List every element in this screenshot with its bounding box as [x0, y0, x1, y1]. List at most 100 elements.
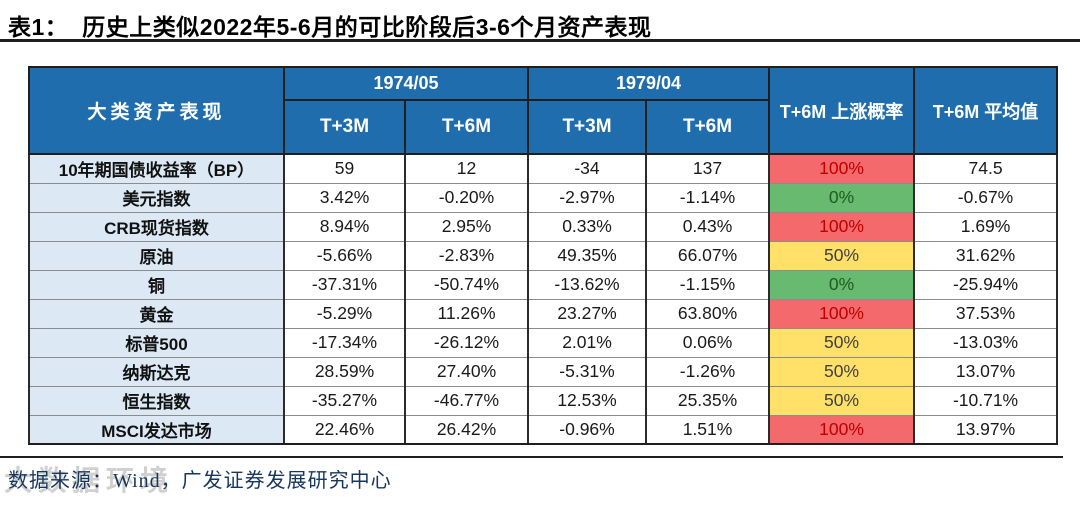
cell-value: 8.94% — [283, 211, 406, 242]
table-row: 美元指数 3.42% -0.20% -2.97% -1.14% 0% -0.67… — [28, 182, 1059, 213]
cell-value: -5.31% — [527, 356, 648, 387]
prob-cell: 0% — [768, 269, 916, 300]
table-title-block: 表1： 历史上类似2022年5-6月的可比阶段后3-6个月资产表现 — [0, 0, 1080, 40]
cell-value: 27.40% — [403, 356, 530, 387]
avg-header: T+6M 平均值 — [913, 66, 1059, 155]
prob-cell: 50% — [768, 385, 916, 416]
cell-value: 137 — [645, 153, 771, 184]
cell-value: 1.51% — [645, 414, 771, 445]
avg-cell: -25.94% — [913, 269, 1059, 300]
row-label: 10年期国债收益率（BP） — [28, 153, 285, 184]
avg-cell: 74.5 — [913, 153, 1059, 184]
avg-cell: 1.69% — [913, 211, 1059, 242]
avg-cell: -10.71% — [913, 385, 1059, 416]
cell-value: 3.42% — [283, 182, 406, 213]
prob-cell: 100% — [768, 211, 916, 242]
table-title-prefix: 表1： — [8, 14, 69, 40]
row-label: 美元指数 — [28, 182, 285, 213]
cell-value: -46.77% — [403, 385, 530, 416]
row-label: 纳斯达克 — [28, 356, 285, 387]
row-label: 恒生指数 — [28, 385, 285, 416]
cell-value: 49.35% — [527, 240, 648, 271]
subheader-1979-t6m: T+6M — [645, 99, 771, 155]
cell-value: 22.46% — [283, 414, 406, 445]
header-row-horizons: T+3M T+6M T+3M T+6M — [29, 99, 1057, 155]
table-row: 10年期国债收益率（BP） 59 12 -34 137 100% 74.5 — [28, 153, 1059, 184]
cell-value: -26.12% — [403, 327, 530, 358]
cell-value: -35.27% — [283, 385, 406, 416]
table-row: MSCI发达市场 22.46% 26.42% -0.96% 1.51% 100%… — [28, 414, 1059, 445]
cell-value: 2.95% — [403, 211, 530, 242]
cell-value: -5.66% — [283, 240, 406, 271]
row-label: 黄金 — [28, 298, 285, 329]
subheader-1974-t3m: T+3M — [283, 99, 406, 155]
cell-value: -2.83% — [403, 240, 530, 271]
cell-value: 0.33% — [527, 211, 648, 242]
cell-value: 59 — [283, 153, 406, 184]
prob-cell: 100% — [768, 298, 916, 329]
row-label: 铜 — [28, 269, 285, 300]
prob-cell: 50% — [768, 327, 916, 358]
avg-cell: 31.62% — [913, 240, 1059, 271]
prob-cell: 0% — [768, 182, 916, 213]
cell-value: 26.42% — [403, 414, 530, 445]
cell-value: 23.27% — [527, 298, 648, 329]
table-row: 恒生指数 -35.27% -46.77% 12.53% 25.35% 50% -… — [28, 385, 1059, 416]
cell-value: -1.14% — [645, 182, 771, 213]
period-header-1974: 1974/05 — [282, 66, 530, 101]
cell-value: -1.15% — [645, 269, 771, 300]
cell-value: 11.26% — [403, 298, 530, 329]
table-row: CRB现货指数 8.94% 2.95% 0.33% 0.43% 100% 1.6… — [28, 211, 1059, 242]
footer: 大数据环境 数据来源：Wind，广发证券发展研究中心 — [4, 464, 1080, 498]
row-label: 标普500 — [28, 327, 285, 358]
prob-cell: 100% — [768, 414, 916, 445]
cell-value: 12.53% — [527, 385, 648, 416]
cell-value: 0.06% — [645, 327, 771, 358]
cell-value: -13.62% — [527, 269, 648, 300]
cell-value: -50.74% — [403, 269, 530, 300]
period-header-1979: 1979/04 — [527, 66, 771, 101]
cell-value: 66.07% — [645, 240, 771, 271]
row-label: 原油 — [28, 240, 285, 271]
cell-value: -17.34% — [283, 327, 406, 358]
avg-cell: 13.97% — [913, 414, 1059, 445]
table-row: 纳斯达克 28.59% 27.40% -5.31% -1.26% 50% 13.… — [28, 356, 1059, 387]
cell-value: 12 — [403, 153, 530, 184]
avg-cell: -13.03% — [913, 327, 1059, 358]
cell-value: 25.35% — [645, 385, 771, 416]
cell-value: 28.59% — [283, 356, 406, 387]
cell-value: -34 — [527, 153, 648, 184]
footer-divider — [0, 456, 1063, 458]
table-row: 铜 -37.31% -50.74% -13.62% -1.15% 0% -25.… — [28, 269, 1059, 300]
row-label: CRB现货指数 — [28, 211, 285, 242]
cell-value: 0.43% — [645, 211, 771, 242]
table-row: 标普500 -17.34% -26.12% 2.01% 0.06% 50% -1… — [28, 327, 1059, 358]
cell-value: -0.96% — [527, 414, 648, 445]
subheader-1974-t6m: T+6M — [403, 99, 530, 155]
cell-value: 2.01% — [527, 327, 648, 358]
avg-cell: 13.07% — [913, 356, 1059, 387]
table-title-text: 历史上类似2022年5-6月的可比阶段后3-6个月资产表现 — [82, 14, 652, 40]
title-underline — [0, 39, 1080, 42]
prob-cell: 100% — [768, 153, 916, 184]
table-row: 原油 -5.66% -2.83% 49.35% 66.07% 50% 31.62… — [28, 240, 1059, 271]
prob-header: T+6M 上涨概率 — [768, 66, 916, 155]
cell-value: -0.20% — [403, 182, 530, 213]
cell-value: -2.97% — [527, 182, 648, 213]
subheader-1979-t3m: T+3M — [527, 99, 648, 155]
cell-value: -5.29% — [283, 298, 406, 329]
cell-value: -1.26% — [645, 356, 771, 387]
table-title: 表1： 历史上类似2022年5-6月的可比阶段后3-6个月资产表现 — [8, 8, 1080, 42]
row-label: MSCI发达市场 — [28, 414, 285, 445]
avg-cell: 37.53% — [913, 298, 1059, 329]
prob-cell: 50% — [768, 356, 916, 387]
asset-performance-table: 大类资产表现 1974/05 1979/04 T+6M 上涨概率 T+6M 平均… — [28, 66, 1059, 445]
watermark: 大数据环境 — [4, 465, 175, 496]
header-row-periods: 大类资产表现 1974/05 1979/04 T+6M 上涨概率 T+6M 平均… — [28, 66, 1059, 155]
prob-cell: 50% — [768, 240, 916, 271]
avg-cell: -0.67% — [913, 182, 1059, 213]
cell-value: -37.31% — [283, 269, 406, 300]
table-row: 黄金 -5.29% 11.26% 23.27% 63.80% 100% 37.5… — [28, 298, 1059, 329]
data-source-text: 数据来源：Wind，广发证券发展研究中心 — [8, 470, 392, 492]
